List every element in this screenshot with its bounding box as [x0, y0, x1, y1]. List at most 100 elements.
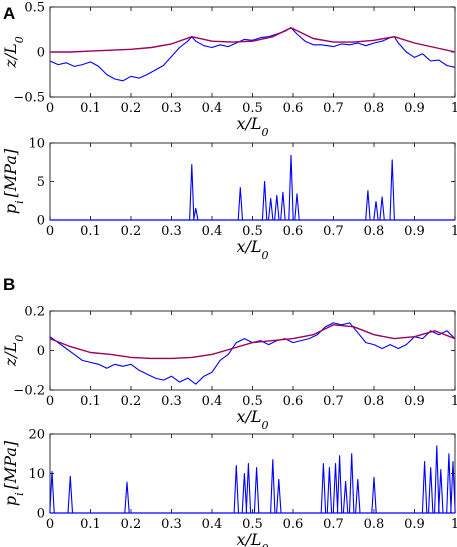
- axes-frame: [49, 6, 456, 98]
- x-tick-label: 0.2: [121, 517, 142, 532]
- pressure-spike: [67, 475, 74, 514]
- x-tick-label: 0.4: [202, 517, 223, 532]
- y-tick-label: 0: [37, 46, 45, 61]
- pressure-spike: [274, 194, 280, 221]
- x-tick-label: 1: [451, 101, 457, 116]
- pressure-spike: [124, 481, 130, 514]
- x-tick-label: 0.2: [121, 101, 142, 116]
- x-tick-label: 0.9: [404, 224, 425, 239]
- y-tick-label: 0: [37, 214, 45, 229]
- fit-curve-line: [50, 27, 455, 53]
- x-tick-label: 0.3: [161, 224, 182, 239]
- pressure-spike: [261, 180, 268, 221]
- pressure-spike: [355, 478, 361, 514]
- pressure-spike: [189, 164, 195, 221]
- profile-line: [50, 27, 455, 82]
- axis-label-subscript: 0: [262, 126, 269, 139]
- y-axis-label: z/L0: [1, 335, 26, 367]
- panel-label-b: B: [3, 275, 15, 294]
- plot-panel-2: 0 0.1 0.2 0.3 0.4 0.5 0.6 0.7 0.8 0.9 10510x/L0pi[…: [1, 137, 457, 262]
- x-tick-label: 0.9: [404, 394, 425, 409]
- x-tick-label: 1: [451, 224, 457, 239]
- pressure-spike: [193, 207, 199, 221]
- pressure-spike: [288, 154, 294, 221]
- pressure-spike: [348, 453, 355, 514]
- axis-label-subscript: 0: [13, 335, 26, 342]
- y-axis-label: z/L0: [1, 36, 26, 68]
- axis-label-subscript: i: [13, 492, 26, 496]
- axis-label-subscript: 0: [262, 419, 269, 432]
- pressure-spike: [253, 467, 260, 514]
- x-tick-label: 0.6: [283, 101, 304, 116]
- axis-label-subscript: 0: [262, 542, 269, 547]
- pressure-spike: [280, 191, 286, 221]
- pressure-spike: [270, 459, 276, 514]
- x-tick-label: 0.4: [202, 224, 223, 239]
- axis-label-main: z/L: [1, 43, 20, 68]
- pressure-spike: [342, 480, 349, 514]
- y-tick-label: 0: [37, 344, 45, 359]
- y-tick-label: 0.5: [24, 1, 45, 16]
- x-tick-label: 0.9: [404, 517, 425, 532]
- y-tick-label: 10: [28, 137, 45, 152]
- x-axis-label: x/L0: [236, 237, 268, 262]
- pressure-spike: [389, 159, 395, 221]
- y-tick-label: 5: [37, 175, 45, 190]
- axis-label-subscript: 0: [262, 249, 269, 262]
- axis-label-main: p: [1, 496, 20, 506]
- x-tick-label: 0.8: [364, 101, 385, 116]
- pressure-spike: [371, 476, 377, 514]
- axis-label-main: x/L: [236, 530, 261, 547]
- pressure-spike: [446, 453, 452, 514]
- x-tick-label: 0.8: [364, 224, 385, 239]
- y-axis-label: pi [MPa]: [1, 148, 26, 214]
- y-tick-label: 0.2: [24, 305, 45, 320]
- x-tick-label: 0.7: [323, 101, 344, 116]
- x-tick-label: 0.1: [80, 394, 101, 409]
- pressure-spike: [427, 467, 434, 514]
- pressure-spike: [434, 445, 440, 514]
- x-tick-label: 0: [46, 224, 54, 239]
- x-tick-label: 0.3: [161, 101, 182, 116]
- y-tick-label: 20: [28, 428, 45, 443]
- axis-label-main: p: [1, 204, 20, 214]
- pressure-spike: [320, 463, 327, 514]
- x-tick-label: 0.3: [161, 517, 182, 532]
- pressure-spike: [245, 463, 252, 514]
- x-tick-label: 0.5: [242, 517, 263, 532]
- axis-label-unit: [MPa]: [1, 440, 20, 489]
- x-axis-label: x/L0: [236, 407, 268, 432]
- pressure-spike: [267, 197, 274, 221]
- x-tick-label: 0.1: [80, 101, 101, 116]
- panel-label-a: A: [3, 4, 15, 23]
- pressure-spike: [237, 187, 244, 221]
- axis-label-unit: [MPa]: [1, 148, 20, 197]
- y-axis-label: pi [MPa]: [1, 440, 26, 506]
- x-tick-label: 0: [46, 101, 54, 116]
- x-axis-label: x/L0: [236, 114, 268, 139]
- x-tick-label: 0.4: [202, 101, 223, 116]
- pressure-spike: [373, 200, 379, 221]
- x-tick-label: 1: [451, 517, 457, 532]
- pressure-spike: [233, 465, 240, 514]
- x-tick-label: 0.7: [323, 517, 344, 532]
- x-tick-label: 0.8: [364, 394, 385, 409]
- pressure-spike: [241, 472, 248, 514]
- x-tick-label: 0.4: [202, 394, 223, 409]
- y-tick-label: 0: [37, 507, 45, 522]
- x-tick-label: 0.5: [242, 224, 263, 239]
- fit-curve-line: [50, 324, 455, 360]
- x-tick-label: 0.7: [323, 224, 344, 239]
- pressure-spike: [49, 470, 55, 514]
- x-tick-label: 0.7: [323, 394, 344, 409]
- x-tick-label: 0.8: [364, 517, 385, 532]
- pressure-spike: [294, 193, 300, 221]
- x-tick-label: 1: [451, 394, 457, 409]
- axis-label-main: z/L: [1, 342, 20, 367]
- x-tick-label: 0.1: [80, 224, 101, 239]
- x-tick-label: 0: [46, 517, 54, 532]
- profile-line: [50, 322, 455, 385]
- y-tick-label: −0.5: [13, 91, 45, 106]
- x-tick-label: 0.6: [283, 224, 304, 239]
